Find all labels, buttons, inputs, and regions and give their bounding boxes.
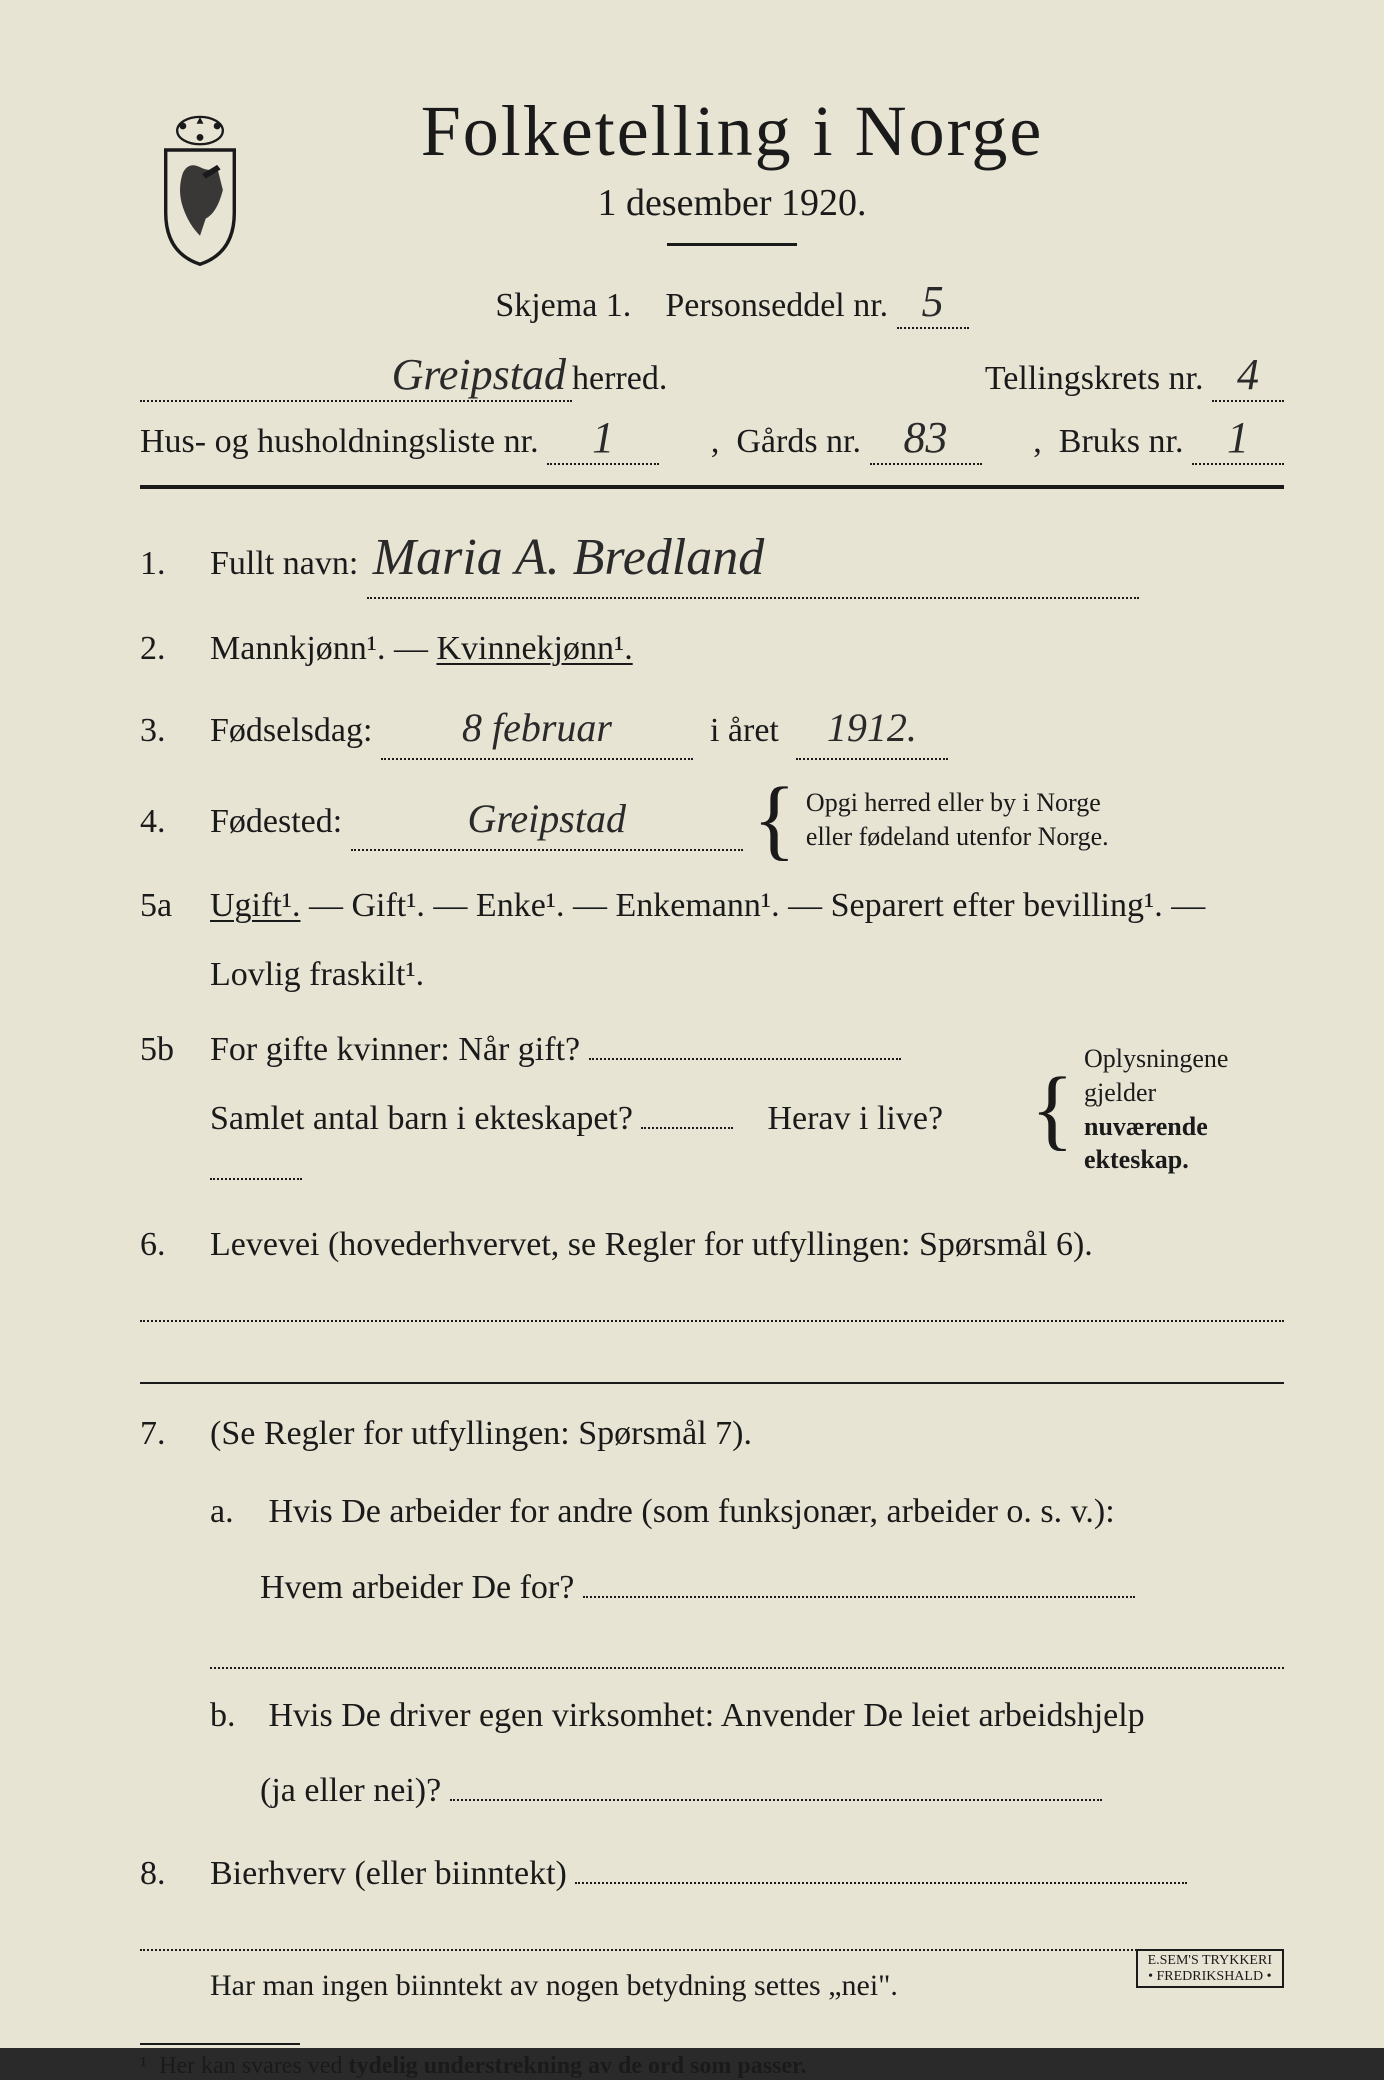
q7b-value <box>450 1799 1102 1801</box>
q1-value: Maria A. Bredland <box>367 519 1139 599</box>
q7b-l1: Hvis De driver egen virksomhet: Anvender… <box>269 1697 1145 1734</box>
q5a: 5a Ugift¹. — Gift¹. — Enke¹. — Enkemann¹… <box>140 880 1284 1000</box>
divider <box>140 1382 1284 1384</box>
dotted-line <box>210 1667 1284 1669</box>
q7a-l1: Hvis De arbeider for andre (som funksjon… <box>269 1493 1115 1530</box>
footnote: ¹ Her kan svares ved tydelig understrekn… <box>140 2053 1284 2080</box>
tellingskrets-value: 4 <box>1212 349 1284 402</box>
q7-num: 7. <box>140 1408 210 1459</box>
q8: 8. Bierhverv (eller biinntekt) <box>140 1848 1284 1899</box>
meta-skjema: Skjema 1. Personseddel nr. 5 <box>300 276 1164 329</box>
brace-icon: { <box>1031 1074 1074 1146</box>
q2-dash: — <box>394 630 437 667</box>
q5b-l2b: Herav i live? <box>767 1100 943 1137</box>
q4-num: 4. <box>140 796 210 847</box>
personseddel-value: 5 <box>897 276 969 329</box>
q6-text: Levevei (hovederhvervet, se Regler for u… <box>210 1219 1284 1270</box>
bruks-value: 1 <box>1192 412 1284 465</box>
title-block: Folketelling i Norge 1 desember 1920. Sk… <box>300 90 1284 339</box>
printer-stamp: E.SEM'S TRYKKERI • FREDRIKSHALD • <box>1136 1949 1284 1988</box>
q5a-ugift: Ugift¹. <box>210 887 300 924</box>
q5b-l1a: For gifte kvinner: Når gift? <box>210 1031 580 1068</box>
dotted-line <box>140 1320 1284 1322</box>
footnote-rule <box>140 2043 300 2045</box>
q4-note1: Opgi herred eller by i Norge <box>806 786 1109 820</box>
subtitle: 1 desember 1920. <box>300 181 1164 225</box>
bruks-label: Bruks nr. <box>1059 423 1184 460</box>
meta-ids-row: Hus- og husholdningsliste nr. 1 , Gårds … <box>140 412 1284 465</box>
q8-num: 8. <box>140 1848 210 1899</box>
q7a-letter: a. <box>210 1483 260 1541</box>
q7b-l2: (ja eller nei)? <box>260 1772 441 1809</box>
q7a-l2: Hvem arbeider De for? <box>260 1569 574 1606</box>
meta-herred-row: Greipstadherred. Tellingskrets nr. 4 <box>140 349 1284 402</box>
q7a-value <box>583 1596 1135 1598</box>
herred-value: Greipstad <box>140 349 572 402</box>
main-title: Folketelling i Norge <box>300 90 1164 173</box>
q5a-rest: — Gift¹. — Enke¹. — Enkemann¹. — Separer… <box>309 887 1205 924</box>
q7b-letter: b. <box>210 1687 260 1745</box>
q7-intro: (Se Regler for utfyllingen: Spørsmål 7). <box>210 1408 1284 1459</box>
q7b: b. Hvis De driver egen virksomhet: Anven… <box>210 1687 1284 1821</box>
q4-note: Opgi herred eller by i Norge eller fødel… <box>806 786 1109 854</box>
q2-num: 2. <box>140 623 210 674</box>
husliste-label: Hus- og husholdningsliste nr. <box>140 423 539 460</box>
q8-label: Bierhverv (eller biinntekt) <box>210 1855 567 1892</box>
skjema-label: Skjema 1. <box>495 287 631 324</box>
q8-value <box>575 1882 1187 1884</box>
title-divider <box>667 243 797 246</box>
q5b-note1: Oplysningene <box>1084 1042 1284 1076</box>
q6: 6. Levevei (hovederhvervet, se Regler fo… <box>140 1219 1284 1270</box>
q1-label: Fullt navn: <box>210 545 358 582</box>
q5b-l2a: Samlet antal barn i ekteskapet? <box>210 1100 633 1137</box>
q3-num: 3. <box>140 705 210 756</box>
herred-label: herred. <box>572 360 667 397</box>
stamp-line2: • FREDRIKSHALD • <box>1148 1969 1272 1984</box>
q3-label: Fødselsdag: <box>210 712 372 749</box>
coat-of-arms-icon <box>140 110 260 270</box>
q7: 7. (Se Regler for utfyllingen: Spørsmål … <box>140 1408 1284 1459</box>
q3-mid: i året <box>710 712 779 749</box>
q5b-gift-value <box>589 1058 901 1060</box>
q5b: 5b For gifte kvinner: Når gift? Samlet a… <box>140 1024 1284 1195</box>
tail-note: Har man ingen biinntekt av nogen betydni… <box>210 1969 1284 2003</box>
q5b-note3: ekteskap. <box>1084 1143 1284 1177</box>
q7a: a. Hvis De arbeider for andre (som funks… <box>210 1483 1284 1617</box>
q6-num: 6. <box>140 1219 210 1270</box>
header: Folketelling i Norge 1 desember 1920. Sk… <box>140 90 1284 339</box>
brace-icon: { <box>753 784 796 856</box>
q2-mann: Mannkjønn¹. <box>210 630 385 667</box>
q1-num: 1. <box>140 538 210 589</box>
husliste-value: 1 <box>547 412 659 465</box>
stamp-line1: E.SEM'S TRYKKERI <box>1148 1953 1272 1968</box>
q3: 3. Fødselsdag: 8 februar i året 1912. <box>140 698 1284 760</box>
q5b-note: Oplysningene gjelder nuværende ekteskap. <box>1084 1042 1284 1177</box>
q5b-note2: gjelder nuværende <box>1084 1076 1284 1144</box>
q3-year: 1912. <box>796 698 948 760</box>
personseddel-label: Personseddel nr. <box>665 287 888 324</box>
q4: 4. Fødested: Greipstad { Opgi herred ell… <box>140 784 1284 856</box>
q2-kvinne: Kvinnekjønn¹. <box>436 630 632 667</box>
q4-note2: eller fødeland utenfor Norge. <box>806 820 1109 854</box>
q5b-num: 5b <box>140 1024 210 1075</box>
divider-main <box>140 485 1284 489</box>
q5b-live-value <box>210 1178 302 1180</box>
q5a-num: 5a <box>140 880 210 931</box>
q4-label: Fødested: <box>210 803 342 840</box>
q4-value: Greipstad <box>351 789 743 851</box>
q3-day: 8 februar <box>381 698 693 760</box>
q5b-barn-value <box>641 1127 733 1129</box>
q5a-line2: Lovlig fraskilt¹. <box>210 949 1284 1000</box>
q2: 2. Mannkjønn¹. — Kvinnekjønn¹. <box>140 623 1284 674</box>
q1: 1. Fullt navn: Maria A. Bredland <box>140 519 1284 599</box>
dotted-line <box>140 1949 1284 1951</box>
gards-label: Gårds nr. <box>736 423 861 460</box>
gards-value: 83 <box>870 412 982 465</box>
tellingskrets-label: Tellingskrets nr. <box>985 360 1204 397</box>
census-form-page: Folketelling i Norge 1 desember 1920. Sk… <box>0 0 1384 2048</box>
